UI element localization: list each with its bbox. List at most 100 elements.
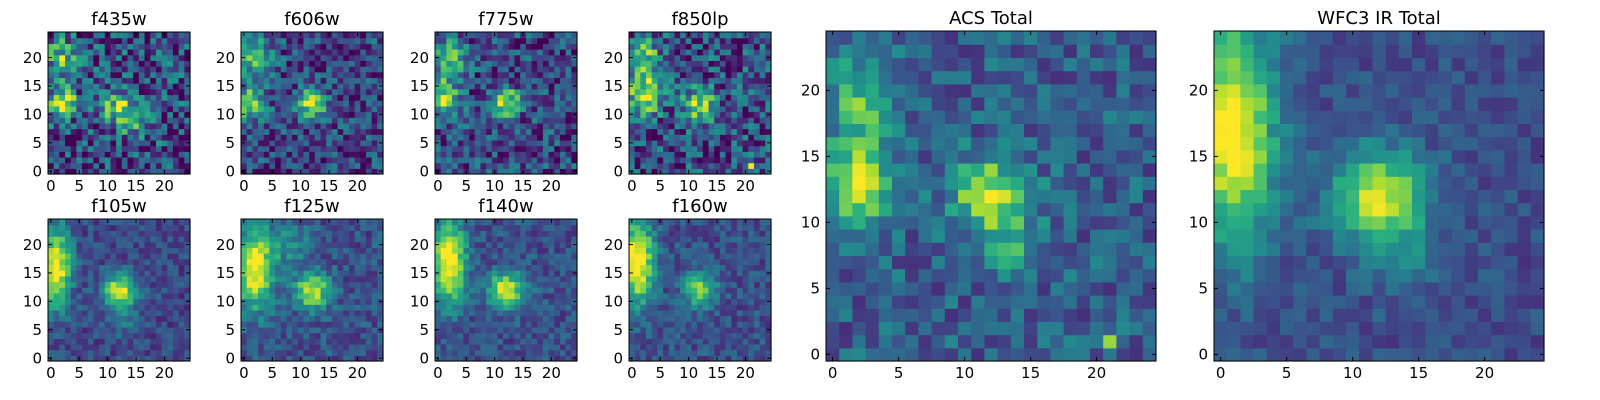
- heatmap-cell: [457, 128, 464, 135]
- heatmap-cell: [309, 32, 316, 39]
- heatmap-cell: [571, 343, 578, 351]
- heatmap-cell: [742, 60, 749, 67]
- heatmap-cell: [503, 139, 510, 147]
- heatmap-cell: [275, 88, 282, 96]
- heatmap-cell: [292, 122, 299, 130]
- heatmap-cell: [377, 292, 384, 300]
- heatmap-cell: [280, 145, 288, 152]
- heatmap-cell: [702, 281, 710, 288]
- heatmap-cell: [70, 264, 77, 271]
- heatmap-cell: [531, 332, 538, 339]
- heatmap-cell: [348, 162, 356, 169]
- heatmap-cell: [337, 168, 344, 175]
- heatmap-cell: [634, 94, 641, 101]
- heatmap-cell: [93, 88, 100, 96]
- heatmap-cell: [150, 292, 157, 300]
- heatmap-cell: [680, 54, 687, 61]
- heatmap-cell: [446, 236, 453, 243]
- heatmap-cell: [514, 37, 521, 44]
- heatmap-cell: [571, 287, 578, 294]
- heatmap-cell: [263, 151, 270, 158]
- heatmap-cell: [133, 236, 140, 243]
- heatmap-cell: [269, 343, 276, 351]
- heatmap-cell: [150, 275, 157, 283]
- heatmap-cell: [497, 49, 504, 56]
- heatmap-cell: [133, 224, 140, 231]
- heatmap-cell: [82, 71, 89, 79]
- heatmap-cell: [674, 94, 681, 101]
- heatmap-cell: [531, 54, 538, 61]
- heatmap-cell: [474, 332, 482, 339]
- heatmap-cell: [82, 258, 89, 266]
- heatmap-cell: [76, 134, 83, 141]
- heatmap-cell: [508, 275, 516, 283]
- heatmap-cell: [559, 343, 567, 351]
- heatmap-cell: [503, 54, 510, 61]
- heatmap-cell: [548, 247, 555, 254]
- heatmap-cell: [525, 298, 533, 305]
- heatmap-cell: [343, 258, 350, 266]
- heatmap-cell: [263, 236, 270, 243]
- heatmap-cell: [759, 168, 766, 175]
- heatmap-cell: [480, 117, 487, 124]
- heatmap-cell: [127, 258, 134, 266]
- heatmap-cell: [668, 304, 676, 311]
- heatmap-cell: [150, 253, 157, 260]
- heatmap-cell: [634, 122, 641, 130]
- heatmap-cell: [542, 230, 550, 237]
- heatmap-cell: [144, 258, 151, 266]
- heatmap-cell: [759, 321, 766, 328]
- heatmap-cell: [651, 71, 658, 79]
- heatmap-cell: [565, 168, 572, 175]
- heatmap-cell: [309, 105, 316, 113]
- heatmap-cell: [343, 332, 350, 339]
- heatmap-cell: [365, 83, 373, 90]
- heatmap-cell: [657, 162, 664, 169]
- heatmap-cell: [514, 145, 521, 152]
- heatmap-cell: [708, 54, 715, 61]
- heatmap-cell: [525, 264, 533, 271]
- heatmap-cell: [508, 349, 516, 356]
- heatmap-cell: [542, 60, 550, 67]
- heatmap-cell: [708, 37, 715, 44]
- heatmap-cell: [150, 88, 157, 96]
- heatmap-cell: [320, 43, 327, 50]
- heatmap-cell: [537, 326, 544, 334]
- heatmap-cell: [640, 343, 647, 351]
- heatmap-cell: [331, 247, 339, 254]
- heatmap-cell: [503, 32, 510, 39]
- heatmap-cell: [554, 151, 561, 158]
- heatmap-cell: [474, 71, 482, 79]
- heatmap-cell: [508, 162, 516, 169]
- heatmap-cell: [326, 270, 333, 277]
- heatmap-cell: [697, 139, 704, 147]
- heatmap-cell: [184, 49, 191, 56]
- heatmap-cell: [133, 264, 140, 271]
- heatmap-cell: [554, 71, 561, 79]
- heatmap-cell: [377, 32, 384, 39]
- heatmap-cell: [99, 83, 106, 90]
- heatmap-cell: [326, 253, 333, 260]
- heatmap-cell: [161, 117, 168, 124]
- heatmap-cell: [685, 156, 693, 164]
- heatmap-cell: [326, 275, 333, 283]
- heatmap-cell: [133, 258, 140, 266]
- heatmap-cell: [99, 139, 106, 147]
- heatmap-cell: [446, 343, 453, 351]
- heatmap-cell: [280, 219, 288, 226]
- heatmap-cell: [292, 326, 299, 334]
- heatmap-cell: [184, 309, 191, 317]
- heatmap-cell: [99, 224, 106, 231]
- heatmap-cell: [571, 105, 578, 113]
- heatmap-cell: [70, 156, 77, 164]
- heatmap-cell: [508, 83, 516, 90]
- heatmap-cell: [53, 332, 60, 339]
- x-tick-label: 5: [461, 364, 471, 382]
- heatmap-cell: [725, 71, 732, 79]
- heatmap-cell: [82, 66, 89, 73]
- heatmap-cell: [702, 332, 710, 339]
- heatmap-cell: [646, 321, 653, 328]
- heatmap-cell: [87, 77, 95, 84]
- heatmap-cell: [337, 128, 344, 135]
- heatmap-cell: [537, 315, 544, 322]
